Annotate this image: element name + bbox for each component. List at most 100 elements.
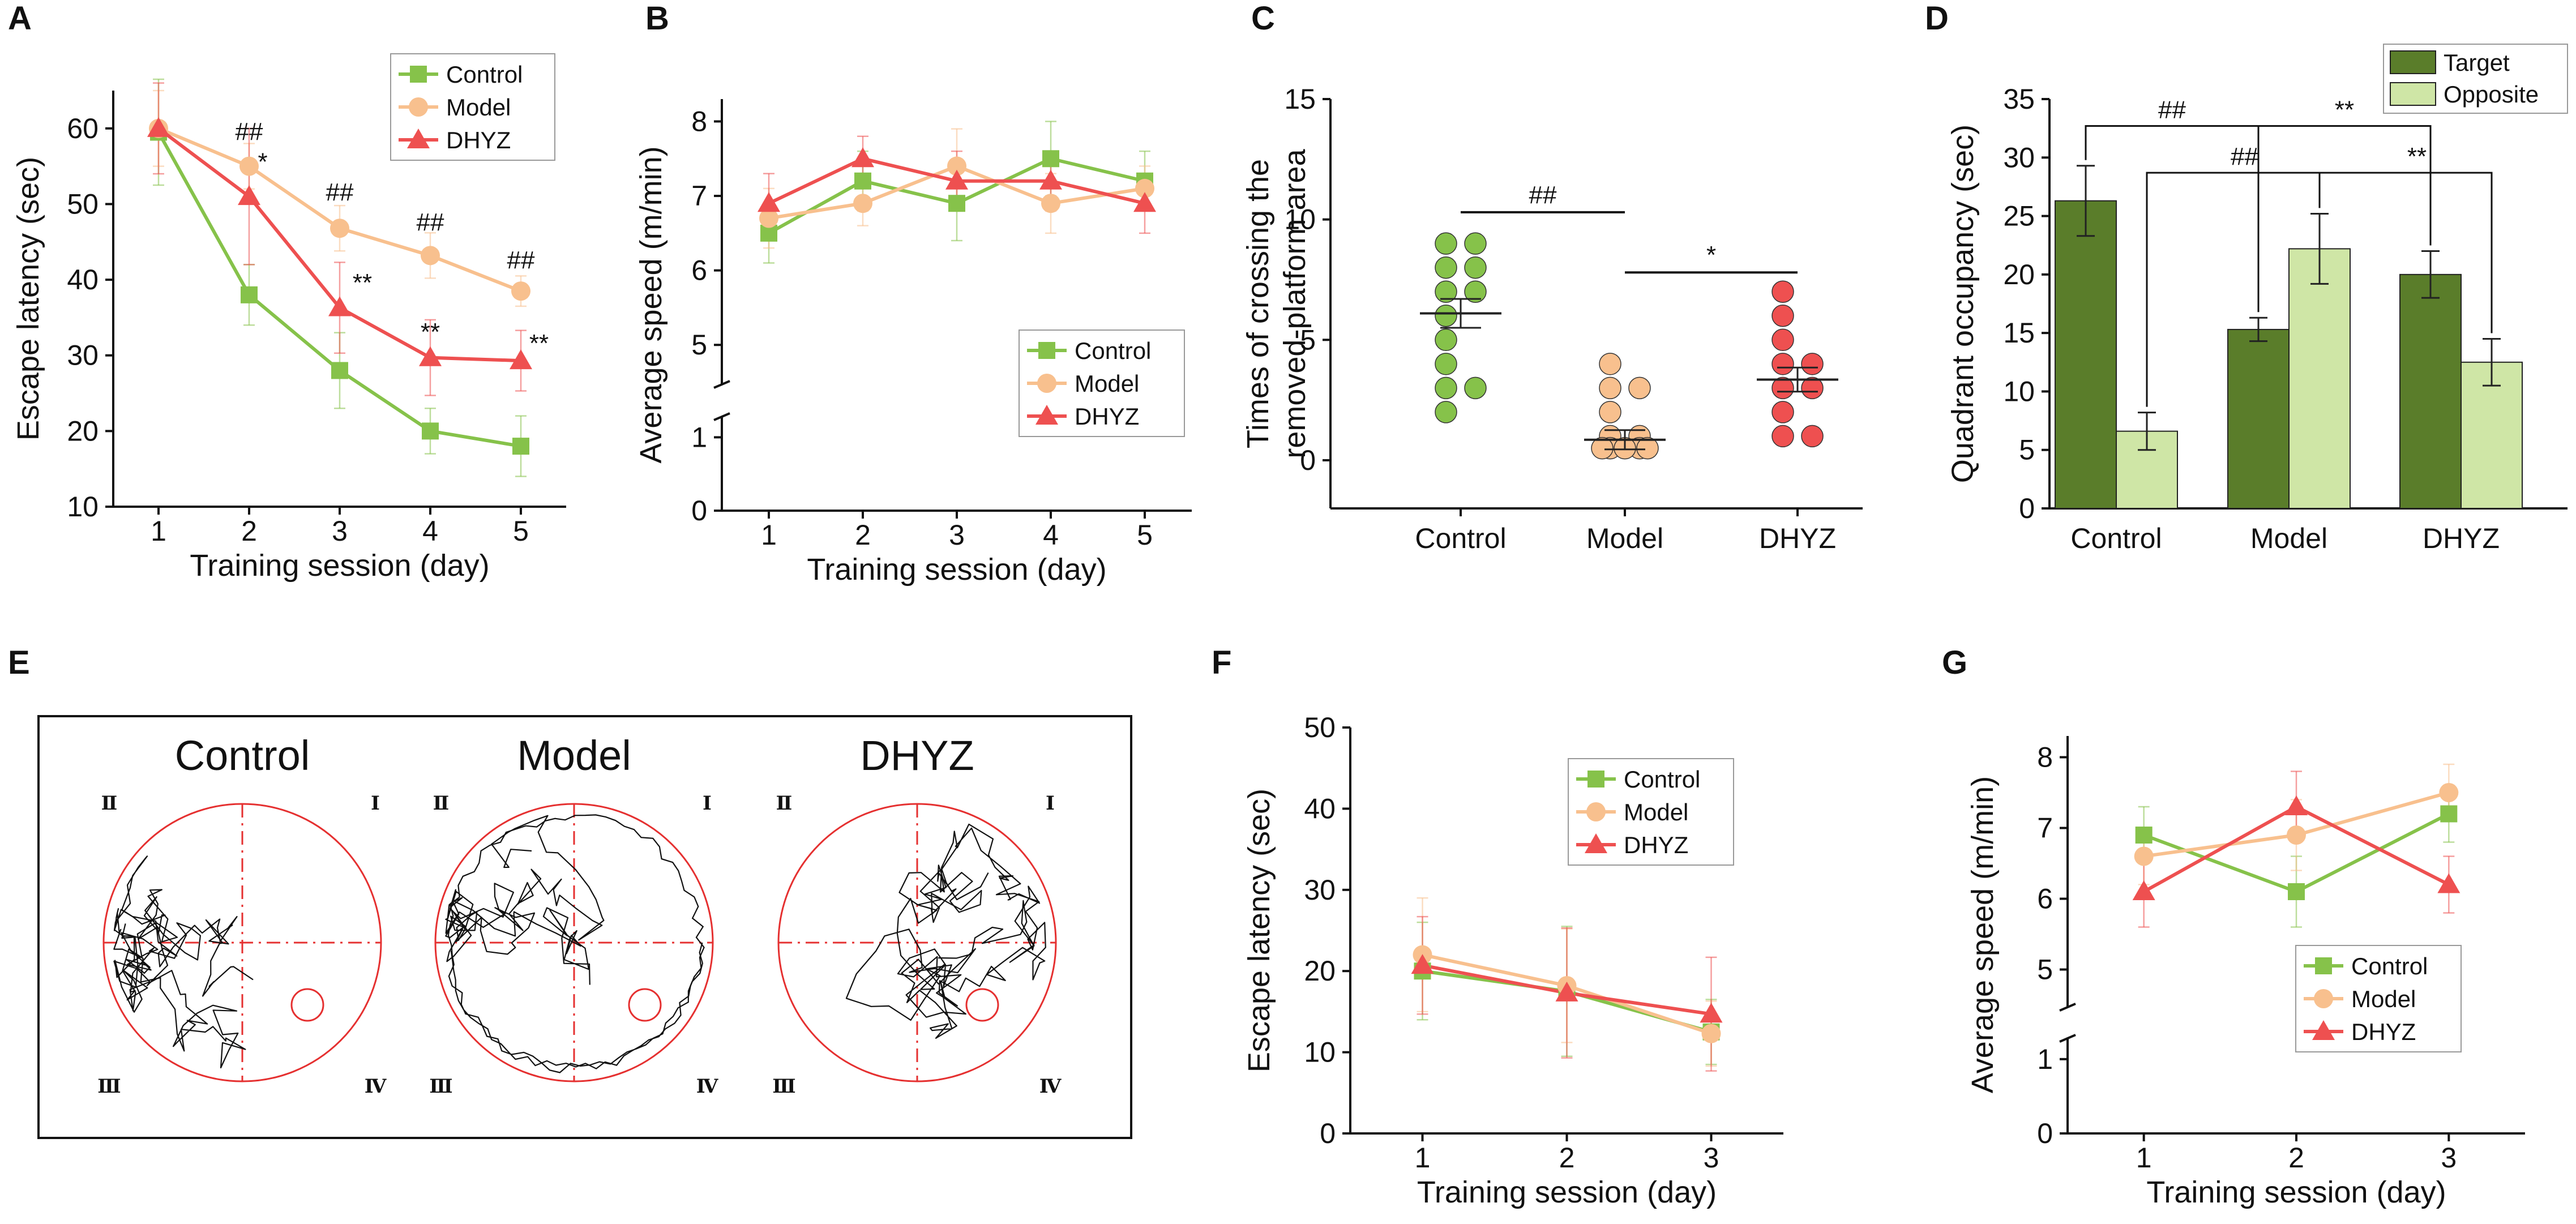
significance-label: ** bbox=[529, 329, 549, 357]
legend-label: Model bbox=[1075, 370, 1139, 397]
platform-location bbox=[965, 988, 999, 1022]
legend-swatch bbox=[2390, 82, 2436, 106]
panel-letter: D bbox=[1925, 0, 1949, 37]
data-point-DHYZ bbox=[2132, 880, 2155, 900]
platform-location bbox=[290, 988, 324, 1022]
significance-label: ## bbox=[326, 178, 354, 206]
swim-path bbox=[445, 815, 605, 985]
quadrant-label: Ⅱ bbox=[101, 792, 118, 815]
quadrant-label: Ⅱ bbox=[776, 792, 793, 815]
data-point-Model bbox=[1599, 401, 1621, 423]
significance-label: ## bbox=[507, 246, 535, 274]
x-axis-title: Training session (day) bbox=[2146, 1175, 2446, 1209]
y-tick-label: 35 bbox=[2003, 83, 2035, 115]
y-tick-label: 5 bbox=[691, 329, 707, 361]
data-point-DHYZ bbox=[1771, 425, 1794, 448]
data-point-DHYZ bbox=[851, 147, 874, 168]
y-tick-label: 10 bbox=[67, 491, 99, 523]
data-point-DHYZ bbox=[1771, 376, 1794, 400]
data-point-Model bbox=[853, 194, 872, 213]
chart-panel-B: 0 1 5 6 7 8 1 2 3 4 5 Training session (day) Average… bbox=[634, 99, 1192, 587]
data-point-Control bbox=[512, 438, 529, 455]
y-tick-label: 30 bbox=[1304, 874, 1336, 906]
data-point-Control bbox=[1464, 232, 1487, 255]
x-tick-label: 1 bbox=[151, 515, 166, 547]
data-point-Model bbox=[1599, 376, 1621, 400]
data-point-Control bbox=[241, 286, 258, 303]
quadrant-label: Ⅰ bbox=[1046, 792, 1055, 815]
data-point-Control bbox=[1464, 256, 1487, 279]
y-axis-title: Escape latency (sec) bbox=[11, 157, 45, 440]
y-axis-title: Escape latency (sec) bbox=[1242, 789, 1276, 1072]
x-tick-label: 2 bbox=[241, 515, 257, 547]
data-point-Model bbox=[330, 219, 349, 238]
y-tick-label: 40 bbox=[1304, 793, 1336, 824]
y-tick-label: 7 bbox=[691, 180, 707, 212]
y-tick-label: 25 bbox=[2003, 200, 2035, 232]
data-point-Model bbox=[2439, 783, 2459, 802]
y-tick-label: 0 bbox=[1320, 1118, 1336, 1149]
panel-letter: A bbox=[8, 0, 32, 37]
axis-break-mark bbox=[2059, 1034, 2076, 1043]
legend-marker bbox=[1585, 833, 1607, 853]
chart-panel-A: 10 20 30 40 50 60 1 2 3 4 5 Training session (day) E… bbox=[11, 53, 566, 583]
data-point-Control bbox=[854, 172, 871, 190]
quadrant-label: Ⅳ bbox=[1039, 1075, 1062, 1098]
x-tick-label: 2 bbox=[2288, 1142, 2304, 1174]
data-point-DHYZ bbox=[238, 185, 260, 206]
data-point-Model bbox=[1628, 376, 1651, 400]
x-tick-label: 5 bbox=[513, 515, 529, 547]
data-point-Control bbox=[1464, 376, 1487, 400]
x-tick-label: 2 bbox=[855, 519, 871, 551]
legend-marker bbox=[1586, 802, 1606, 821]
track-title: Model bbox=[517, 732, 631, 779]
data-point-DHYZ bbox=[1771, 280, 1794, 303]
data-point-DHYZ bbox=[2437, 873, 2461, 893]
panel-letter: C bbox=[1251, 0, 1275, 37]
data-point-DHYZ bbox=[147, 117, 170, 137]
x-tick-label: 3 bbox=[2441, 1142, 2457, 1174]
legend-label: DHYZ bbox=[446, 127, 511, 153]
y-tick-label: 15 bbox=[2003, 317, 2035, 349]
data-point-Control bbox=[1435, 401, 1457, 423]
bar-Opposite bbox=[2461, 361, 2523, 509]
data-point-DHYZ bbox=[510, 349, 532, 370]
y-tick-label: 20 bbox=[67, 415, 99, 447]
platform-location bbox=[628, 988, 662, 1022]
legend-marker bbox=[409, 97, 428, 117]
x-axis-title: Training session (day) bbox=[807, 553, 1106, 587]
data-point-Control bbox=[1435, 256, 1457, 279]
quadrant-label: Ⅳ bbox=[365, 1075, 387, 1098]
axis-break-gap bbox=[2060, 1007, 2076, 1038]
y-tick-label: 6 bbox=[691, 255, 707, 286]
y-axis-title: removed-platform area bbox=[1278, 148, 1312, 458]
y-tick-label: 0 bbox=[2019, 493, 2035, 524]
x-axis-title: Training session (day) bbox=[190, 549, 489, 583]
data-point-Model bbox=[1041, 194, 1060, 213]
y-tick-label: 10 bbox=[1284, 204, 1316, 236]
y-tick-label: 0 bbox=[1300, 444, 1316, 476]
legend-swatch bbox=[2390, 50, 2436, 74]
data-point-DHYZ bbox=[1801, 376, 1824, 400]
data-point-Model bbox=[1636, 436, 1659, 460]
track-title: Control bbox=[175, 732, 310, 779]
data-point-DHYZ bbox=[1771, 401, 1794, 423]
quadrant-label: Ⅲ bbox=[772, 1075, 795, 1098]
y-tick-label: 5 bbox=[2019, 434, 2035, 466]
y-tick-label: 7 bbox=[2037, 812, 2053, 844]
data-point-Control bbox=[948, 195, 965, 212]
y-tick-label: 0 bbox=[691, 495, 707, 527]
legend-label: Model bbox=[1624, 799, 1688, 825]
legend-label: Model bbox=[446, 94, 511, 121]
data-point-DHYZ bbox=[945, 169, 968, 190]
data-point-DHYZ bbox=[2285, 795, 2308, 815]
data-point-Model bbox=[1701, 1024, 1721, 1043]
x-tick-label: 2 bbox=[1559, 1142, 1575, 1174]
y-tick-label: 1 bbox=[2037, 1043, 2053, 1075]
y-tick-label: 50 bbox=[67, 188, 99, 220]
data-point-DHYZ bbox=[1700, 1003, 1723, 1023]
legend-label: Target bbox=[2444, 49, 2510, 76]
chart-panel-C: 0 5 10 15 Control Model DHYZ Times of crossing … bbox=[1241, 83, 1863, 554]
data-point-Control bbox=[422, 422, 439, 440]
